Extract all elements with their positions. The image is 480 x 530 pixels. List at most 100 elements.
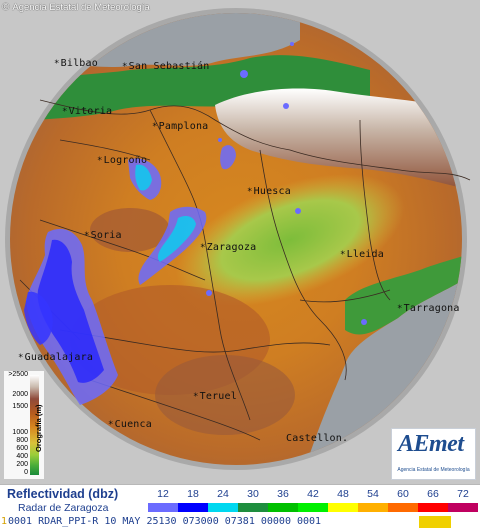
echo-pyrenees-east <box>220 145 236 170</box>
dbz-level-label: 54 <box>367 488 379 500</box>
dbz-color-swatch <box>268 503 298 512</box>
dbz-color-swatch <box>148 503 178 512</box>
echo-logrono-core <box>135 164 152 191</box>
city-label[interactable]: *Bilbao <box>54 58 98 69</box>
status-index: 1 <box>1 516 8 527</box>
elevation-color-scale <box>30 375 39 475</box>
dbz-level: 72 <box>448 487 478 513</box>
dbz-level: 42 <box>298 487 328 513</box>
city-marker-icon: * <box>62 107 68 117</box>
aemet-logo: AEmet Agencia Estatal de Meteorología <box>391 428 476 480</box>
dbz-level: 36 <box>268 487 298 513</box>
dbz-color-swatch <box>418 503 448 512</box>
city-marker-icon: * <box>193 392 199 402</box>
dbz-level-label: 18 <box>187 488 199 500</box>
elevation-label: >2500 <box>8 371 28 378</box>
dbz-level: 66 <box>418 487 448 513</box>
city-label[interactable]: *Pamplona <box>152 121 209 132</box>
dbz-level-label: 12 <box>157 488 169 500</box>
city-label[interactable]: *Guadalajara <box>18 352 94 363</box>
city-label[interactable]: *Soria <box>84 230 122 241</box>
copyright-text: Agencia Estatal de Meteorología <box>12 2 150 13</box>
dbz-level: 12 <box>148 487 178 513</box>
dbz-level-label: 48 <box>337 488 349 500</box>
map-graphic <box>0 0 480 484</box>
city-label[interactable]: *Logroño <box>97 155 148 166</box>
cantabrian-mountains <box>10 55 370 125</box>
city-label[interactable]: *Huesca <box>247 186 291 197</box>
dbz-level-label: 24 <box>217 488 229 500</box>
city-label[interactable]: *Zaragoza <box>200 242 257 253</box>
dbz-color-swatch <box>328 503 358 512</box>
dbz-color-swatch <box>298 503 328 512</box>
city-label[interactable]: *Tarragona <box>397 303 460 314</box>
city-marker-icon: * <box>247 187 253 197</box>
echo-cell <box>290 42 294 46</box>
elevation-label: 600 <box>16 445 28 452</box>
dbz-color-swatch <box>448 503 478 512</box>
echo-cell <box>218 138 222 142</box>
city-marker-icon: * <box>108 420 114 430</box>
radar-map[interactable]: © Agencia Estatal de Meteorología *Bilbao… <box>0 0 480 484</box>
city-label[interactable]: Castellon. <box>286 433 349 444</box>
city-marker-icon: * <box>397 304 403 314</box>
dbz-level-label: 30 <box>247 488 259 500</box>
dbz-level: 18 <box>178 487 208 513</box>
city-label[interactable]: *Lleida <box>340 249 384 260</box>
borders <box>19 99 471 441</box>
city-marker-icon: * <box>84 231 90 241</box>
copyright-notice: © Agencia Estatal de Meteorología <box>2 2 150 13</box>
status-bar: 1 0001 RDAR_PPI-R 10 MAY 25130 073000 07… <box>0 514 480 530</box>
dbz-level: 54 <box>358 487 388 513</box>
echo-cell <box>240 70 248 78</box>
dbz-level: 48 <box>328 487 358 513</box>
city-marker-icon: * <box>18 353 24 363</box>
elevation-label: 1000 <box>12 429 28 436</box>
dbz-level-label: 72 <box>457 488 469 500</box>
echo-guadalajara <box>24 291 53 345</box>
echo-cell <box>283 103 289 109</box>
ebro-valley <box>175 174 405 306</box>
teruel-highlands <box>155 355 295 435</box>
echo-cell <box>361 319 367 325</box>
dbz-level-label: 36 <box>277 488 289 500</box>
dbz-color-swatch <box>208 503 238 512</box>
echo-soria-core <box>37 239 104 383</box>
status-text: 0001 RDAR_PPI-R 10 MAY 25130 073000 0738… <box>8 516 322 527</box>
dbz-level-label: 60 <box>397 488 409 500</box>
precipitation-echoes <box>24 42 367 405</box>
city-label[interactable]: *Vitoria <box>62 106 113 117</box>
dbz-scale: 12 18 24 30 36 42 48 54 60 66 72 <box>148 487 478 513</box>
elevation-label: 800 <box>16 437 28 444</box>
elevation-label: 400 <box>16 453 28 460</box>
echo-zaragoza-core <box>157 216 196 262</box>
echo-cell <box>206 290 212 296</box>
pyrenees <box>215 88 462 190</box>
orography-title: Orografía (m) <box>34 404 43 452</box>
dbz-level-label: 42 <box>307 488 319 500</box>
city-marker-icon: * <box>122 62 128 72</box>
reflectivity-legend: Reflectividad (dbz) Radar de Zaragoza 12… <box>0 484 480 515</box>
dbz-color-swatch <box>358 503 388 512</box>
city-marker-icon: * <box>54 59 60 69</box>
city-marker-icon: * <box>97 156 103 166</box>
dbz-color-swatch <box>178 503 208 512</box>
copyright-icon: © <box>2 2 10 13</box>
city-label[interactable]: *San Sebastián <box>122 61 210 72</box>
echo-cell <box>295 208 301 214</box>
elevation-label: 200 <box>16 461 28 468</box>
moncayo <box>90 208 170 252</box>
dbz-level: 30 <box>238 487 268 513</box>
dbz-level: 24 <box>208 487 238 513</box>
dbz-color-swatch <box>388 503 418 512</box>
city-label[interactable]: *Cuenca <box>108 419 152 430</box>
city-label[interactable]: *Teruel <box>193 391 237 402</box>
dbz-color-swatch <box>238 503 268 512</box>
elevation-label: 0 <box>24 469 28 476</box>
dbz-level: 60 <box>388 487 418 513</box>
orography-legend: >2500 2000 1500 1000 800 600 400 200 0 <box>4 371 44 479</box>
elevation-label: 2000 <box>12 391 28 398</box>
radar-name: Radar de Zaragoza <box>18 502 109 514</box>
status-highlight <box>419 516 451 528</box>
